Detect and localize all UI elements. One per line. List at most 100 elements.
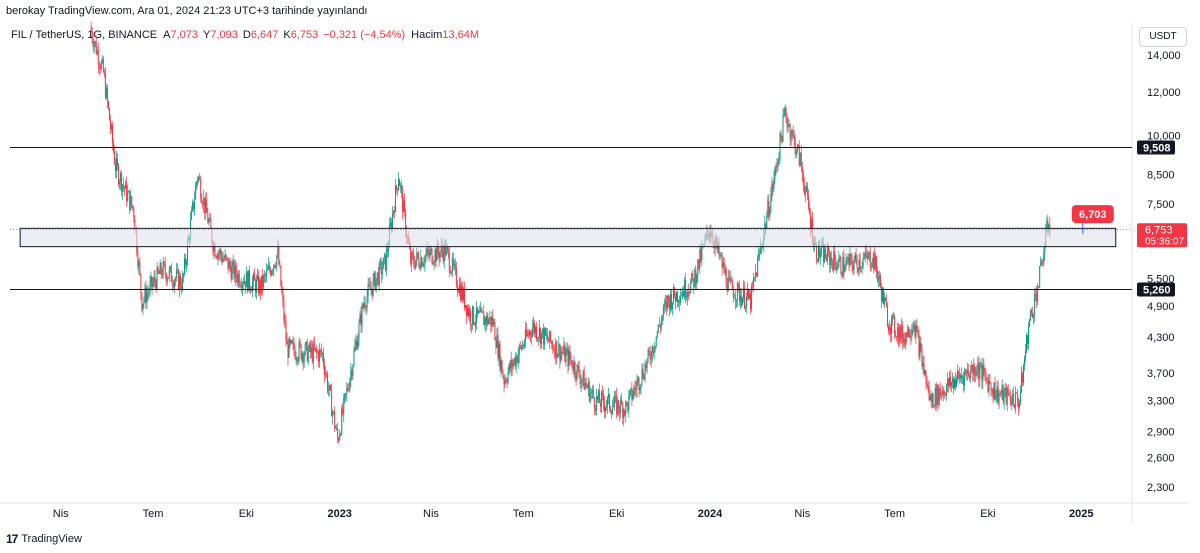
candle-body xyxy=(550,331,552,342)
candle-body xyxy=(1039,266,1041,287)
candle-body xyxy=(831,257,833,262)
candle-body xyxy=(835,261,837,270)
candle-body xyxy=(696,276,698,284)
candle-body xyxy=(790,136,792,139)
candle-body xyxy=(201,198,203,204)
candle-body xyxy=(828,247,830,252)
candle-body xyxy=(469,310,471,317)
candle-body xyxy=(642,369,644,378)
candle-body xyxy=(152,282,154,287)
candle-body xyxy=(172,284,174,288)
y-tick-label: 2,300 xyxy=(1147,482,1175,494)
candle-body xyxy=(651,346,653,361)
candle-body xyxy=(926,384,928,386)
candle-body xyxy=(805,186,807,190)
candle-body xyxy=(753,279,755,286)
candle-body xyxy=(750,294,752,310)
candle-body xyxy=(263,275,265,288)
candle-body xyxy=(678,301,680,302)
candle-body xyxy=(640,383,642,388)
candle-body xyxy=(369,285,371,290)
candle-body xyxy=(952,378,954,389)
candle-body xyxy=(684,280,686,297)
candle-body xyxy=(401,185,403,190)
candle-body xyxy=(688,291,690,294)
candle-body xyxy=(580,380,582,384)
candle-body xyxy=(603,403,605,411)
candle-body xyxy=(905,332,907,345)
candle-body xyxy=(103,71,105,75)
candle-body xyxy=(484,317,486,326)
quote-currency-button[interactable]: USDT xyxy=(1139,27,1187,47)
candle-body xyxy=(452,258,454,266)
candle-body xyxy=(142,303,144,311)
candle-body xyxy=(308,343,310,351)
candle-body xyxy=(253,274,255,281)
candle-body xyxy=(892,315,894,319)
candle-body xyxy=(228,261,230,270)
candle-body xyxy=(960,375,962,379)
candle-body xyxy=(774,167,776,179)
candle-body xyxy=(419,265,421,270)
candle-body xyxy=(1021,373,1023,383)
candle-body xyxy=(1047,221,1049,230)
candle-body xyxy=(572,367,574,372)
candle-body xyxy=(512,362,514,368)
candle-body xyxy=(877,278,879,281)
candle-body xyxy=(106,87,108,102)
candle-body xyxy=(316,351,318,353)
candle-body xyxy=(463,288,465,308)
y-tick-label: 4,300 xyxy=(1147,332,1175,344)
candle-body xyxy=(262,275,264,288)
candle-body xyxy=(176,270,178,271)
candle-body xyxy=(599,403,601,407)
candle-body xyxy=(1037,287,1039,302)
candle-body xyxy=(909,335,911,337)
candle-body xyxy=(398,179,400,190)
candle-body xyxy=(979,368,981,380)
candle-body xyxy=(1030,310,1032,320)
candle-body xyxy=(390,222,392,230)
candle-body xyxy=(127,192,129,201)
candle-body xyxy=(441,245,443,252)
candle-body xyxy=(120,173,122,183)
candle-body xyxy=(896,336,898,338)
candle-body xyxy=(232,261,234,266)
candle-body xyxy=(118,165,120,184)
candle-body xyxy=(499,344,501,370)
candle-body xyxy=(833,251,835,271)
candle-body xyxy=(916,326,918,329)
candle-body xyxy=(304,343,306,355)
candle-body xyxy=(483,312,485,326)
high-label: Y xyxy=(202,29,211,41)
tradingview-logo-icon: 17 xyxy=(6,532,18,546)
candle-body xyxy=(442,251,444,262)
candle-body xyxy=(421,257,423,267)
candle-body xyxy=(854,254,856,263)
candle-body xyxy=(194,199,196,209)
candle-body xyxy=(444,243,446,256)
candle-body xyxy=(834,251,836,262)
candle-body xyxy=(578,366,580,377)
candle-body xyxy=(510,359,512,370)
candle-body xyxy=(493,322,495,325)
candle-body xyxy=(334,411,336,428)
candle-body xyxy=(502,373,504,378)
candle-body xyxy=(439,251,441,259)
candle-body xyxy=(618,400,620,411)
candle-body xyxy=(266,270,268,277)
candle-body xyxy=(807,194,809,208)
candle-body xyxy=(908,326,910,337)
candle-body xyxy=(555,340,557,358)
candle-body xyxy=(1019,391,1021,404)
candle-body xyxy=(269,265,271,271)
candle-body xyxy=(700,249,702,260)
candle-body xyxy=(857,267,859,272)
symbol-name[interactable]: FIL / TetherUS, 1G, BINANCE xyxy=(11,29,158,41)
candle-body xyxy=(196,182,198,187)
candle-body xyxy=(802,173,804,186)
candle-body xyxy=(289,338,291,344)
candle-body xyxy=(760,246,762,253)
candle-body xyxy=(749,294,751,299)
